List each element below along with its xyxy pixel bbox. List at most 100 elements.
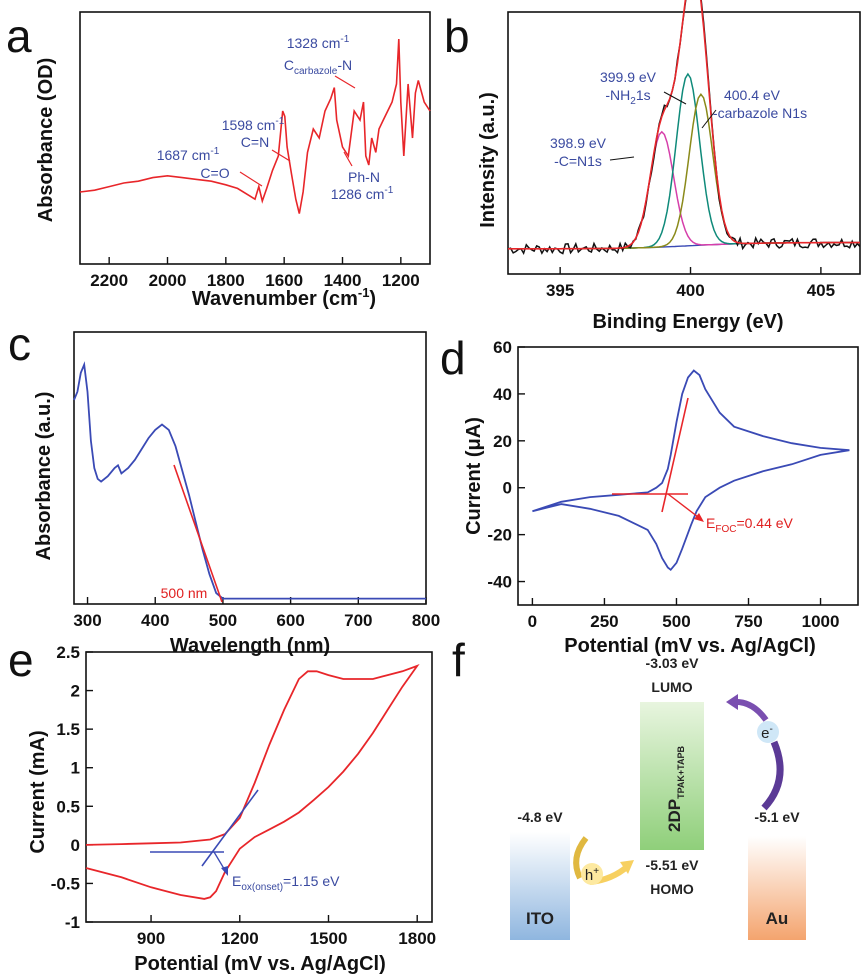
panel-letter-b: b bbox=[444, 10, 470, 62]
panel-e-ytick-label: -1 bbox=[65, 913, 80, 932]
panel-a-xtick-label: 2200 bbox=[90, 271, 128, 290]
svg-text:1687 cm-1: 1687 cm-1 bbox=[157, 146, 220, 163]
panel-d-xtick-label: 750 bbox=[734, 612, 762, 631]
svg-text:1328 cm-1: 1328 cm-1 bbox=[287, 34, 350, 51]
panel-c-xtick-label: 500 bbox=[209, 611, 237, 630]
panel-b-annotation-p3: 400.4 eV -carbazole N1s bbox=[701, 87, 807, 129]
panel-a-annotation-co: 1687 cm-1 C=O bbox=[157, 146, 263, 187]
au-block bbox=[748, 836, 806, 940]
panel-e-onset-label: Eox(onset)=1.15 eV bbox=[232, 873, 340, 893]
panel-e-series-line bbox=[85, 664, 420, 900]
panel-d-ytick-label: 20 bbox=[493, 432, 512, 451]
panel-e-ytick-label: 1.5 bbox=[56, 720, 80, 739]
hole-label: h+ bbox=[585, 866, 599, 884]
panel-d-ylabel: Current (μA) bbox=[463, 417, 485, 535]
svg-text:-carbazole N1s: -carbazole N1s bbox=[713, 105, 807, 121]
electron-arrowhead bbox=[726, 694, 738, 710]
panel-a-xtick-label: 1400 bbox=[324, 271, 362, 290]
au-label: Au bbox=[766, 909, 789, 928]
ito-energy: -4.8 eV bbox=[517, 809, 563, 825]
panel-letter-d: d bbox=[440, 332, 466, 384]
panel-e-frame bbox=[85, 651, 433, 923]
electron-label: e- bbox=[761, 724, 773, 742]
panel-a: 2200 2000 1800 1600 1400 1200 Wavenumber (cm-… bbox=[35, 11, 431, 310]
hole-arrow-upper bbox=[573, 836, 589, 880]
svg-text:-C=N1s: -C=N1s bbox=[554, 153, 602, 169]
cof-name: 2DPTPAK+TAPB bbox=[665, 746, 686, 832]
panel-b: 395 400 405 Binding Energy (eV) Intensity … bbox=[477, 0, 861, 333]
panel-d-frame bbox=[517, 346, 859, 606]
panel-e-onset-tangent bbox=[201, 789, 259, 867]
panel-b-annotation-p1: 398.9 eV -C=N1s bbox=[550, 135, 635, 169]
panel-c-series-line bbox=[73, 361, 426, 600]
panel-e-ylabel: Current (mA) bbox=[27, 730, 49, 853]
panel-c-onset-tangent bbox=[173, 464, 223, 603]
panel-d-ytick-label: 0 bbox=[503, 479, 512, 498]
panel-a-xlabel: Wavenumber (cm-1) bbox=[192, 285, 376, 310]
panel-letter-c: c bbox=[8, 318, 31, 370]
hole-arrowhead bbox=[620, 860, 634, 874]
panel-c: 300 400 500 600 700 800 500 nm Wavelength (nm… bbox=[33, 331, 440, 657]
svg-text:C=O: C=O bbox=[200, 165, 229, 181]
panel-d-xtick-label: 1000 bbox=[802, 612, 840, 631]
panel-e-xtick-label: 1500 bbox=[310, 929, 348, 948]
homo-energy: -5.51 eV bbox=[646, 857, 700, 873]
panel-c-xlabel: Wavelength (nm) bbox=[170, 635, 330, 657]
lumo-energy: -3.03 eV bbox=[646, 655, 700, 671]
panel-a-xtick-label: 1600 bbox=[265, 271, 303, 290]
panel-letter-a: a bbox=[6, 10, 32, 62]
panel-e-ytick-label: 2 bbox=[71, 682, 80, 701]
panel-a-ylabel: Absorbance (OD) bbox=[35, 58, 57, 222]
panel-e-xtick-label: 1200 bbox=[221, 929, 259, 948]
panel-c-xtick-label: 600 bbox=[276, 611, 304, 630]
svg-text:400.4 eV: 400.4 eV bbox=[724, 87, 781, 103]
panel-e-xtick-label: 900 bbox=[137, 929, 165, 948]
panel-d-onset-arrow bbox=[667, 493, 703, 521]
panel-c-xtick-label: 400 bbox=[141, 611, 169, 630]
hole-circle bbox=[581, 863, 603, 885]
ito-label: ITO bbox=[526, 909, 554, 928]
panel-a-xtick-label: 2000 bbox=[149, 271, 187, 290]
panel-b-xlabel: Binding Energy (eV) bbox=[592, 311, 783, 333]
panel-b-ylabel: Intensity (a.u.) bbox=[477, 92, 499, 228]
panel-d-xtick-label: 500 bbox=[662, 612, 690, 631]
panel-a-series-line bbox=[79, 38, 431, 214]
panel-c-frame bbox=[73, 331, 427, 605]
panel-c-ylabel: Absorbance (a.u.) bbox=[33, 392, 55, 561]
panel-e-ytick-label: 1 bbox=[71, 759, 80, 778]
panel-d-ytick-label: -20 bbox=[487, 526, 512, 545]
panel-e-ytick-label: -0.5 bbox=[51, 874, 80, 893]
ito-block bbox=[510, 832, 570, 940]
panel-e-ytick-label: 2.5 bbox=[56, 643, 80, 662]
panel-d-xtick-label: 0 bbox=[528, 612, 537, 631]
panel-d-ytick-label: 40 bbox=[493, 385, 512, 404]
panel-a-annotation-cn: 1598 cm-1 C=N bbox=[222, 116, 291, 162]
svg-text:399.9 eV: 399.9 eV bbox=[600, 69, 657, 85]
panel-a-xtick-label: 1800 bbox=[207, 271, 245, 290]
svg-text:C=N: C=N bbox=[241, 134, 269, 150]
panel-c-xtick-label: 700 bbox=[344, 611, 372, 630]
electron-circle bbox=[757, 721, 779, 743]
svg-text:1598 cm-1: 1598 cm-1 bbox=[222, 116, 285, 133]
panel-b-xtick-label: 400 bbox=[676, 281, 704, 300]
panel-b-xtick-label: 405 bbox=[807, 281, 835, 300]
svg-text:Ccarbazole-N: Ccarbazole-N bbox=[284, 57, 352, 77]
panel-e-ytick-label: 0 bbox=[71, 836, 80, 855]
panel-b-xtick-label: 395 bbox=[546, 281, 574, 300]
panel-letter-f: f bbox=[452, 634, 465, 686]
panel-c-xtick-label: 300 bbox=[73, 611, 101, 630]
panel-e-xlabel: Potential (mV vs. Ag/AgCl) bbox=[134, 953, 386, 974]
panel-d-xtick-label: 250 bbox=[590, 612, 618, 631]
panel-e-xtick-label: 1800 bbox=[398, 929, 436, 948]
panel-b-annotation-p2: 399.9 eV -NH21s bbox=[600, 69, 687, 107]
svg-text:398.9 eV: 398.9 eV bbox=[550, 135, 607, 151]
panel-d-series-line bbox=[532, 369, 850, 572]
electron-arrow-lower bbox=[761, 740, 784, 811]
panel-b-envelope bbox=[508, 0, 860, 250]
panel-a-annotation-carbazole: 1328 cm-1 Ccarbazole-N bbox=[284, 34, 356, 89]
svg-text:1286 cm-1: 1286 cm-1 bbox=[331, 185, 394, 202]
panel-a-frame bbox=[79, 11, 431, 265]
panel-d-ytick-label: -40 bbox=[487, 573, 512, 592]
panel-b-raw-data bbox=[507, 0, 861, 256]
